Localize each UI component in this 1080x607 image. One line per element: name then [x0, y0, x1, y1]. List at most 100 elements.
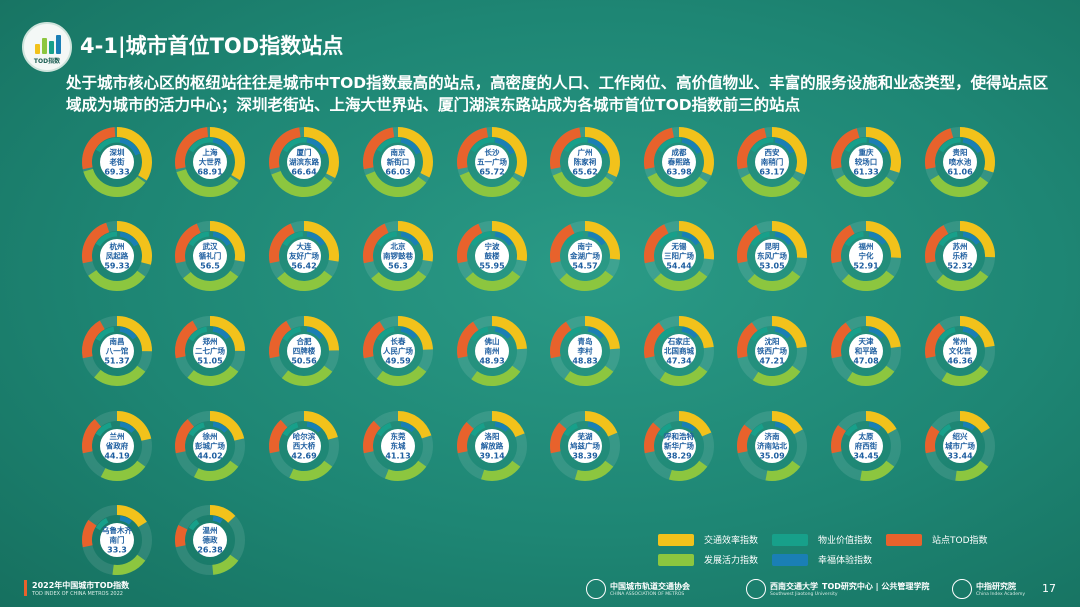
station-name-label: 新街口: [387, 157, 410, 167]
segment-traffic: [959, 221, 995, 258]
station-name-label: 和平路: [855, 346, 878, 356]
segment-traffic: [584, 316, 620, 350]
station-name-label: 人民广场: [383, 346, 413, 356]
segment-property: [657, 327, 676, 342]
segment-happiness: [494, 326, 512, 340]
segment-development: [955, 460, 989, 481]
segment-happiness: [681, 421, 696, 432]
station-city-label: 广州: [578, 147, 593, 157]
segment-development: [659, 365, 708, 386]
station-city-label: 宁波: [485, 241, 500, 251]
station-name-label: 文化宫: [949, 346, 972, 356]
station-value-label: 59.33: [104, 262, 129, 271]
segment-property: [95, 518, 109, 531]
station-city-label: 福州: [858, 241, 874, 251]
donut-center: [193, 523, 227, 557]
station-value-label: 47.21: [759, 357, 785, 366]
segment-development: [100, 460, 146, 481]
segment-traffic: [116, 221, 152, 265]
org-swjtu-sub: Southwest Jiaotong University: [770, 592, 838, 597]
segment-traffic: [584, 411, 618, 437]
segment-development: [936, 270, 989, 291]
segment-station_tod: [644, 422, 661, 454]
segment-traffic: [959, 127, 995, 173]
station-value-label: 61.33: [853, 168, 878, 177]
segment-development: [211, 554, 239, 575]
donut-center: [100, 523, 134, 557]
segment-traffic: [959, 316, 995, 348]
donut-center: [568, 429, 602, 463]
segment-traffic: [491, 316, 527, 350]
segment-development: [481, 460, 521, 481]
station-value-label: 68.91: [197, 168, 223, 177]
segment-traffic: [209, 127, 245, 181]
station-name-label: 循礼门: [199, 251, 222, 261]
station-name-label: 省政府: [105, 441, 129, 451]
station-city-label: 北京: [391, 241, 406, 251]
donut-center: [475, 239, 509, 273]
donut-center: [100, 239, 134, 273]
station-value-label: 33.3: [107, 546, 127, 555]
donut-center: [662, 145, 696, 179]
segment-station_tod: [82, 519, 97, 548]
segment-station_tod: [269, 419, 288, 454]
station-name-label: 大世界: [199, 157, 222, 167]
station-name-label: 八一馆: [105, 346, 129, 356]
station-city-label: 上海: [203, 147, 218, 157]
station-city-label: 贵阳: [953, 147, 968, 157]
station-city-label: 东莞: [391, 431, 406, 441]
segment-property: [844, 231, 864, 247]
station-name-label: 老街: [109, 157, 125, 167]
segment-station_tod: [82, 419, 102, 454]
segment-happiness: [119, 326, 137, 340]
segment-station_tod: [457, 321, 479, 359]
cia-logo-icon: [952, 579, 972, 599]
segment-station_tod: [457, 223, 483, 264]
station-value-label: 54.44: [666, 262, 692, 271]
segment-happiness: [774, 326, 791, 339]
station-city-label: 天津: [859, 336, 874, 346]
segment-happiness: [681, 326, 698, 339]
segment-station_tod: [82, 320, 106, 359]
segment-station_tod: [925, 425, 940, 454]
segment-development: [271, 170, 333, 197]
station-value-label: 69.33: [104, 168, 129, 177]
station-city-label: 哈尔滨: [293, 431, 316, 441]
segment-traffic: [209, 221, 245, 262]
segment-station_tod: [831, 128, 860, 170]
segment-property: [750, 423, 765, 437]
segment-traffic: [209, 316, 245, 352]
station-value-label: 35.09: [759, 452, 785, 461]
segment-traffic: [303, 221, 339, 262]
page-number: 17: [1042, 582, 1056, 595]
segment-development: [289, 460, 333, 481]
segment-traffic: [116, 316, 153, 352]
segment-traffic: [209, 505, 236, 523]
segment-station_tod: [175, 223, 201, 264]
station-name-label: 彭城广场: [195, 441, 225, 451]
footer-title: 2022年中国城市TOD指数: [32, 581, 130, 590]
donut-center: [193, 239, 227, 273]
segment-traffic: [397, 127, 433, 178]
donut-center: [943, 429, 977, 463]
segment-development: [930, 174, 989, 197]
segment-happiness: [962, 137, 982, 154]
segment-station_tod: [175, 419, 195, 454]
segment-development: [94, 365, 146, 386]
station-name-label: 西大桥: [293, 441, 316, 451]
segment-happiness: [494, 137, 515, 155]
segment-development: [747, 270, 801, 291]
